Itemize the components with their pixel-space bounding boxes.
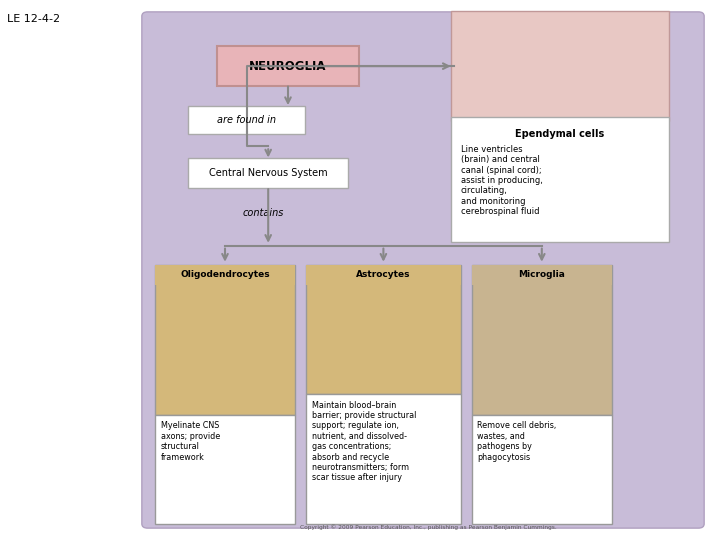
Bar xyxy=(155,265,295,415)
FancyBboxPatch shape xyxy=(217,46,359,86)
Text: Central Nervous System: Central Nervous System xyxy=(209,168,328,178)
Bar xyxy=(306,265,461,394)
Bar xyxy=(155,415,295,524)
Bar xyxy=(306,265,461,285)
Text: Line ventricles
(brain) and central
canal (spinal cord);
assist in producing,
ci: Line ventricles (brain) and central cana… xyxy=(461,145,543,216)
Text: contains: contains xyxy=(242,208,284,218)
FancyBboxPatch shape xyxy=(451,11,669,121)
Text: LE 12-4-2: LE 12-4-2 xyxy=(7,14,60,24)
FancyBboxPatch shape xyxy=(451,117,669,242)
Text: are found in: are found in xyxy=(217,115,276,125)
Bar xyxy=(155,265,295,285)
Text: Microglia: Microglia xyxy=(518,271,565,279)
Text: NEUROGLIA: NEUROGLIA xyxy=(249,59,327,73)
Text: Myelinate CNS
axons; provide
structural
framework: Myelinate CNS axons; provide structural … xyxy=(161,421,220,462)
Bar xyxy=(472,265,612,285)
Text: Ependymal cells: Ependymal cells xyxy=(516,129,604,139)
Text: Copyright © 2009 Pearson Education, Inc., publishing as Pearson Benjamin Cumming: Copyright © 2009 Pearson Education, Inc.… xyxy=(300,525,557,530)
Text: Oligodendrocytes: Oligodendrocytes xyxy=(180,271,270,279)
FancyBboxPatch shape xyxy=(188,106,305,134)
FancyBboxPatch shape xyxy=(188,158,348,188)
Text: Astrocytes: Astrocytes xyxy=(356,271,410,279)
Bar xyxy=(472,415,612,524)
Text: Remove cell debris,
wastes, and
pathogens by
phagocytosis: Remove cell debris, wastes, and pathogen… xyxy=(477,421,557,462)
Bar xyxy=(306,394,461,524)
Text: Maintain blood–brain
barrier; provide structural
support; regulate ion,
nutrient: Maintain blood–brain barrier; provide st… xyxy=(312,401,416,482)
FancyBboxPatch shape xyxy=(142,12,704,528)
Bar xyxy=(472,265,612,415)
